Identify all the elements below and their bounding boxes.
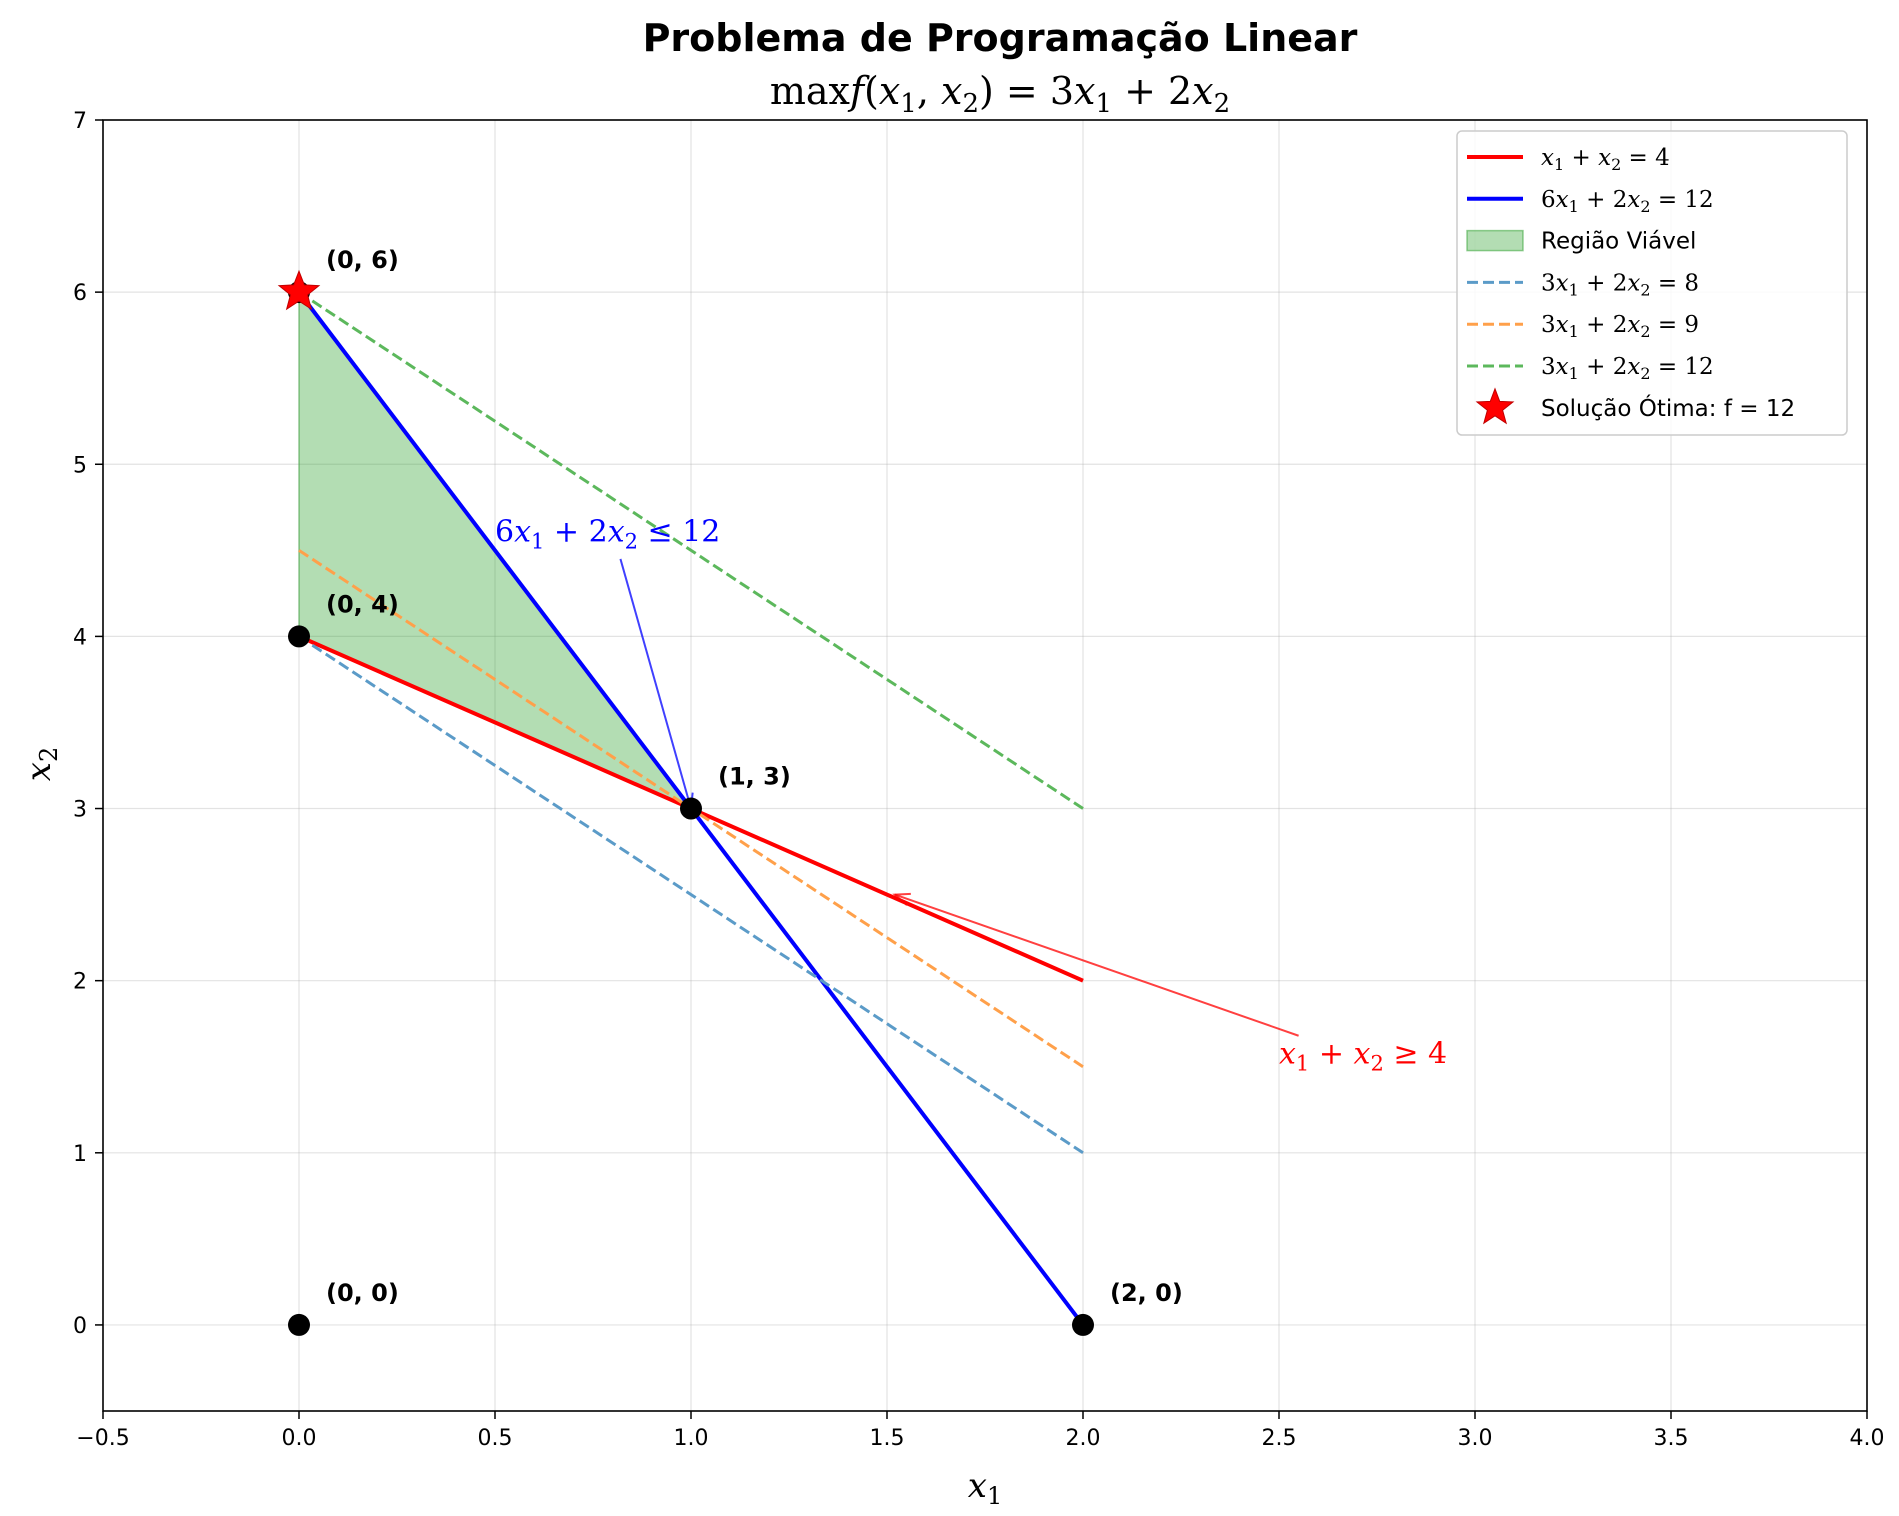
annotations-layer: 6x1 + 2x2 ≤ 12 x1 + x2 ≥ 4	[495, 515, 1447, 1076]
vertex-marker	[288, 625, 310, 648]
legend-handle-optimum	[1475, 387, 1515, 425]
annot-constraint-2-arrow	[619, 558, 692, 809]
x-tick-label: 1.0	[674, 1426, 709, 1451]
y-tick-label: 1	[73, 1142, 87, 1167]
legend-label-level-9: 3x1 + 2x2 = 9	[1541, 312, 1699, 341]
annot-constraint-1-arrowhead	[892, 892, 911, 906]
annot-constraint-1-arrow	[894, 893, 1299, 1037]
x-tick-label: 2.5	[1262, 1426, 1297, 1451]
x-tick-label: 1.5	[870, 1426, 905, 1451]
optimum-star	[277, 269, 321, 311]
x-axis-label: x1	[968, 1466, 1002, 1510]
legend-box	[1456, 130, 1848, 436]
x-tick-label: 3.5	[1654, 1426, 1689, 1451]
y-tick-label: 6	[73, 281, 87, 306]
x-tick-label: 0.0	[282, 1426, 317, 1451]
legend-label-level-8: 3x1 + 2x2 = 8	[1541, 270, 1699, 299]
vertex-marker	[1072, 1313, 1094, 1336]
legend-label-constraint-1: x1 + x2 = 4	[1541, 145, 1670, 174]
x-tick-label: 0.5	[478, 1426, 513, 1451]
vertex-label: (0, 6)	[326, 246, 399, 274]
x-tick-label: 2.0	[1066, 1426, 1101, 1451]
legend-label-optimum: Solução Ótima: f = 12	[1541, 394, 1795, 422]
vertex-label: (1, 3)	[718, 763, 791, 791]
level-8-line	[298, 635, 1084, 1155]
level-12-line	[298, 290, 1084, 810]
points-layer: (0, 0) (2, 0) (1, 3) (0, 4) (0, 6)	[277, 246, 1183, 1336]
x-tick-label: 3.0	[1458, 1426, 1493, 1451]
vertex-label: (2, 0)	[1110, 1279, 1183, 1307]
y-tick-label: 7	[73, 109, 87, 134]
x-tick-label: −0.5	[76, 1426, 129, 1451]
legend-handle-region	[1466, 229, 1524, 252]
vertex-marker	[288, 1313, 310, 1336]
x-tick-label: 4.0	[1850, 1426, 1885, 1451]
y-tick-label: 3	[73, 798, 87, 823]
legend-label-level-12: 3x1 + 2x2 = 12	[1541, 354, 1714, 383]
legend-label-region: Região Viável	[1541, 229, 1696, 255]
axes-frame	[102, 119, 1868, 1412]
y-tick-label: 0	[73, 1314, 87, 1339]
chart-subtitle: maxf(x1, x2) = 3x1 + 2x2	[770, 69, 1230, 119]
annot-constraint-1-label: x1 + x2 ≥ 4	[1279, 1036, 1447, 1075]
chart-title: Problema de Programação Linear	[643, 16, 1358, 60]
y-tick-label: 2	[73, 970, 87, 995]
vertex-label: (0, 0)	[326, 1279, 399, 1307]
axes: −0.5 0.0 0.5 1.0 1.5 2.0 2.5 3.0 3.5 4.0 0 1 2 3 4 5 6 7	[73, 109, 1885, 1451]
annot-constraint-2-label: 6x1 + 2x2 ≤ 12	[495, 515, 720, 554]
y-tick-label: 4	[73, 625, 87, 650]
legend: x1 + x2 = 4 6x1 + 2x2 = 12 Região Viável 3x…	[1456, 130, 1848, 436]
vertex-label: (0, 4)	[326, 590, 399, 618]
y-axis-label: x2	[19, 747, 63, 781]
legend-label-constraint-2: 6x1 + 2x2 = 12	[1541, 187, 1714, 216]
y-tick-label: 5	[73, 453, 87, 478]
vertex-marker	[680, 797, 702, 820]
